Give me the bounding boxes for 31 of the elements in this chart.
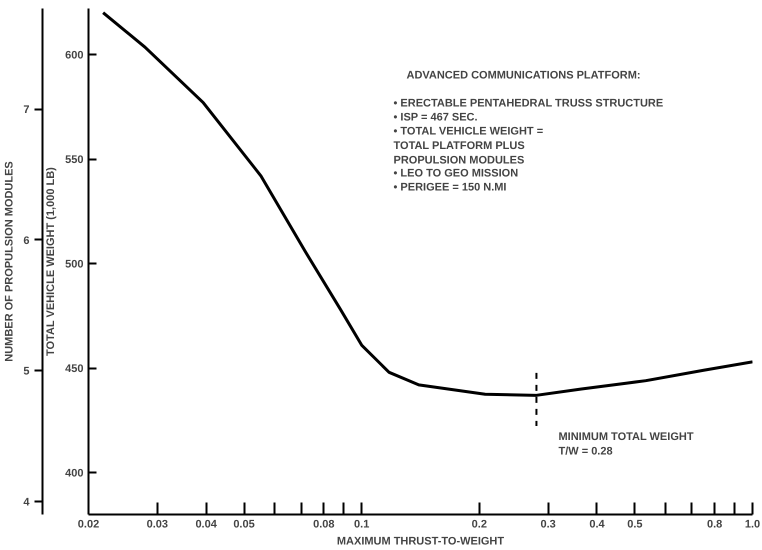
x-tick-label: 0.08 [313, 518, 335, 530]
x-tick-label: 0.2 [472, 518, 487, 530]
x-tick-label: 1.0 [744, 518, 760, 530]
x-tick-label: 0.03 [146, 518, 168, 530]
x-tick-label: 0.8 [706, 518, 722, 530]
x-axis-title: MAXIMUM THRUST-TO-WEIGHT [336, 536, 504, 548]
y-tick-label: 500 [65, 258, 84, 271]
x-tick-label: 0.1 [354, 518, 370, 530]
y2-axis-title: NUMBER OF PROPULSION MODULES [3, 161, 16, 362]
annotation: • TOTAL VEHICLE WEIGHT = TOTAL PLATFORM PLUS PROPULSION MODULES [394, 126, 544, 166]
y2-tick-label: 7 [23, 104, 30, 116]
y-axis-title: TOTAL VEHICLE WEIGHT (1,000 LB) [45, 166, 58, 356]
y-tick-label: 450 [65, 363, 84, 376]
y-tick-label: 400 [65, 468, 84, 480]
annotation: ADVANCED COMMUNICATIONS PLATFORM: [406, 70, 641, 82]
x-tick-label: 0.05 [233, 518, 255, 530]
x-tick-label: 0.3 [540, 518, 556, 530]
y-tick-label: 600 [65, 50, 84, 62]
x-tick-label: 0.02 [78, 518, 100, 530]
y2-tick-label: 4 [23, 496, 30, 508]
x-tick-label: 0.4 [589, 518, 606, 530]
x-tick-label: 0.5 [627, 518, 642, 530]
annotation: • LEO TO GEO MISSION [394, 168, 518, 180]
x-tick-label: 0.04 [195, 518, 218, 530]
y2-tick-label: 5 [23, 366, 30, 378]
annotation: • ISP = 467 SEC. [394, 112, 478, 124]
annotation: • PERIGEE = 150 N.MI [394, 182, 506, 194]
annotation: • ERECTABLE PENTAHEDRAL TRUSS STRUCTURE [394, 98, 664, 110]
y2-tick-label: 6 [23, 234, 30, 247]
annotation: MINIMUM TOTAL WEIGHT T/W = 0.28 [558, 431, 694, 458]
y-tick-label: 550 [65, 154, 84, 166]
